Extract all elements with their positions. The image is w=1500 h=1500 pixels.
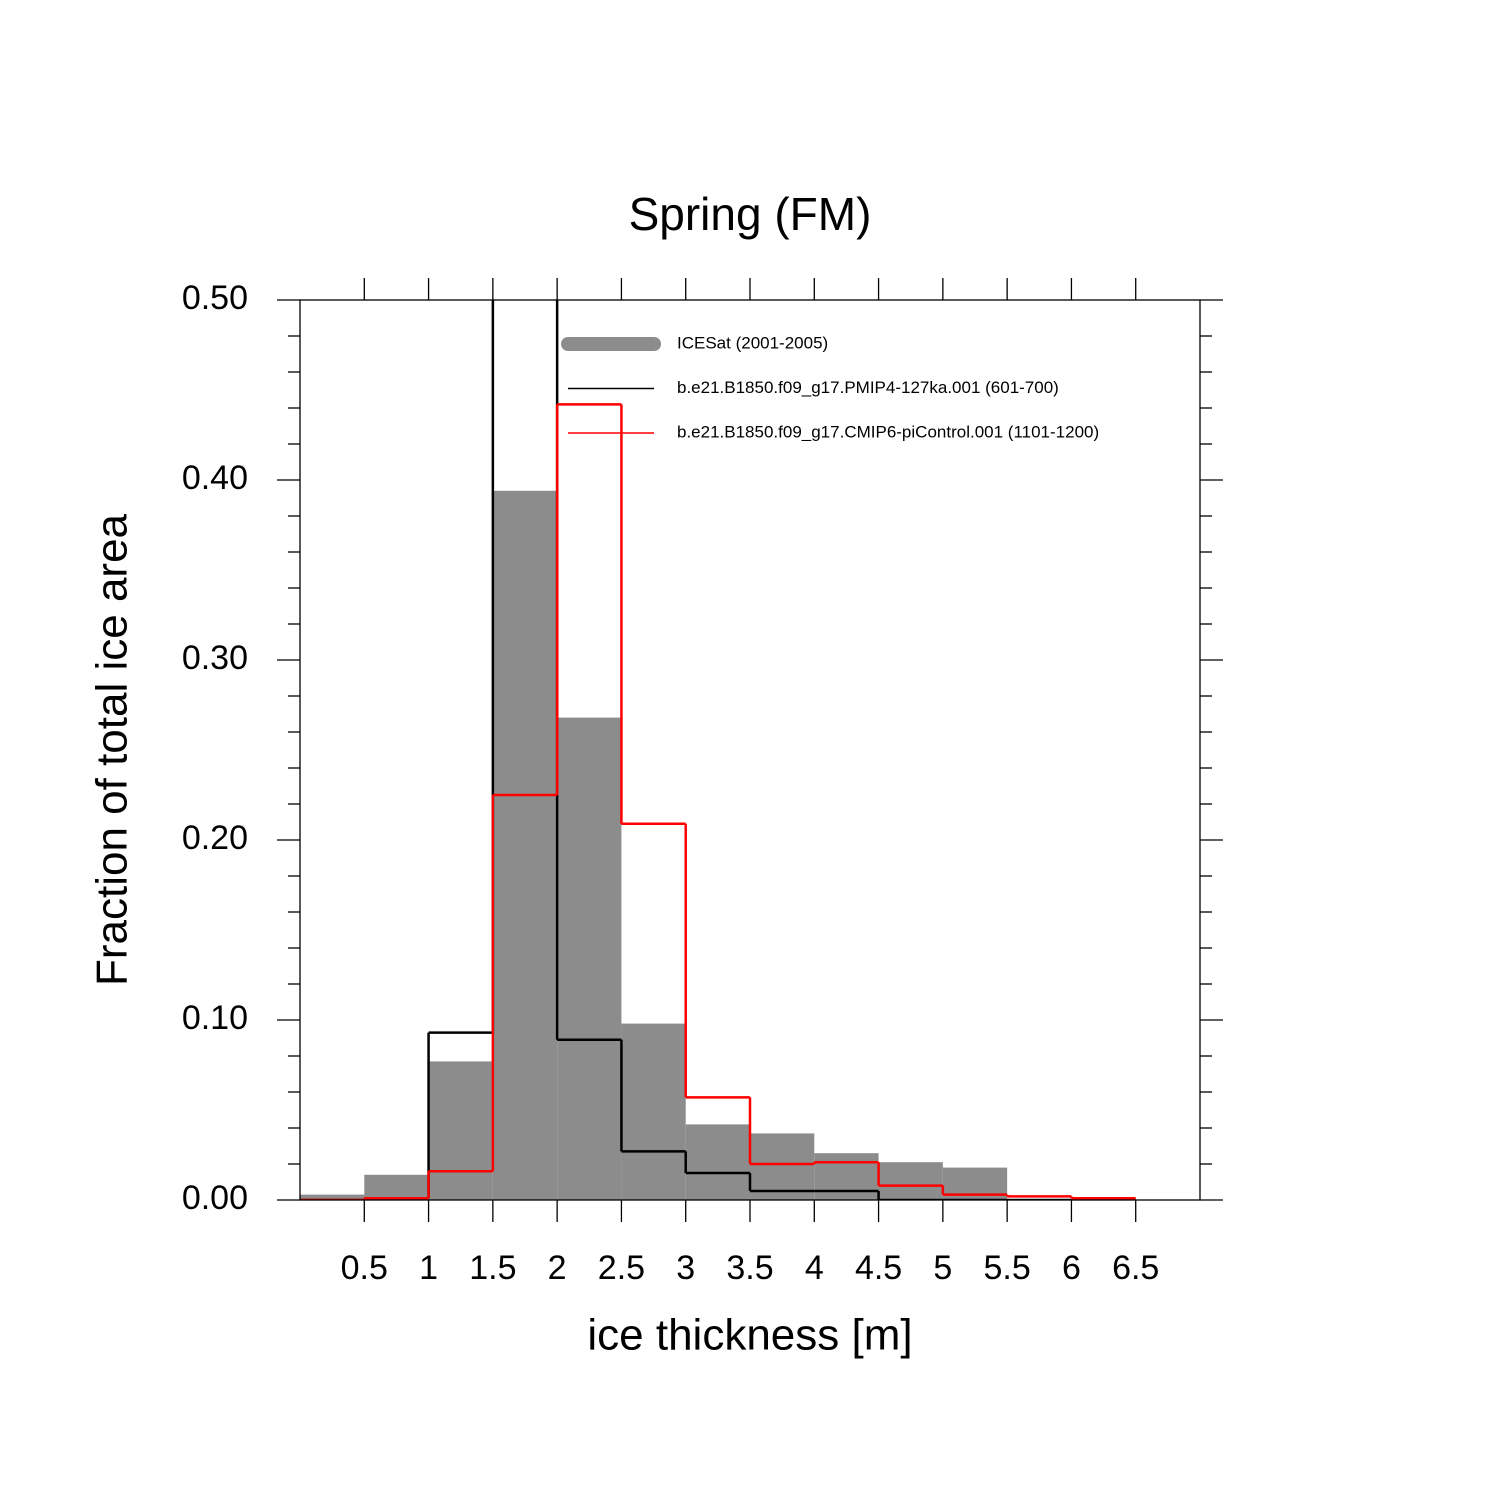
x-tick-label: 3 [676, 1249, 695, 1287]
bar [750, 1133, 815, 1200]
plot-area [300, 300, 1136, 1200]
x-tick-label: 2.5 [598, 1249, 645, 1287]
y-tick-label: 0.10 [182, 999, 248, 1037]
x-tick-label: 3.5 [726, 1249, 773, 1287]
bar [300, 1194, 365, 1200]
x-tick-label: 0.5 [341, 1249, 388, 1287]
x-tick-label: 5 [933, 1249, 952, 1287]
y-axis-label: Fraction of total ice area [88, 513, 137, 986]
x-tick-label: 1 [419, 1249, 438, 1287]
bar [814, 1153, 879, 1200]
bar [878, 1162, 943, 1200]
x-tick-label: 6 [1062, 1249, 1081, 1287]
legend-label: ICESat (2001-2005) [677, 333, 828, 352]
bar [557, 717, 622, 1200]
x-tick-label: 4 [805, 1249, 824, 1287]
bar [428, 1061, 493, 1200]
chart-title: Spring (FM) [629, 188, 872, 240]
y-tick-label: 0.50 [182, 279, 248, 317]
y-tick-label: 0.00 [182, 1179, 248, 1217]
y-tick-label: 0.30 [182, 639, 248, 677]
x-tick-label: 6.5 [1112, 1249, 1159, 1287]
y-tick-label: 0.20 [182, 819, 248, 857]
bar [364, 1174, 429, 1200]
bar [685, 1124, 750, 1200]
x-tick-label: 1.5 [469, 1249, 516, 1287]
bar [621, 1023, 686, 1200]
bar [492, 490, 558, 1200]
x-axis-label: ice thickness [m] [587, 1311, 912, 1360]
legend-label: b.e21.B1850.f09_g17.CMIP6-piControl.001 … [677, 422, 1099, 441]
x-tick-label: 5.5 [984, 1249, 1031, 1287]
legend-label: b.e21.B1850.f09_g17.PMIP4-127ka.001 (601… [677, 378, 1059, 397]
x-tick-label: 2 [548, 1249, 567, 1287]
y-tick-label: 0.40 [182, 459, 248, 497]
x-tick-label: 4.5 [855, 1249, 902, 1287]
